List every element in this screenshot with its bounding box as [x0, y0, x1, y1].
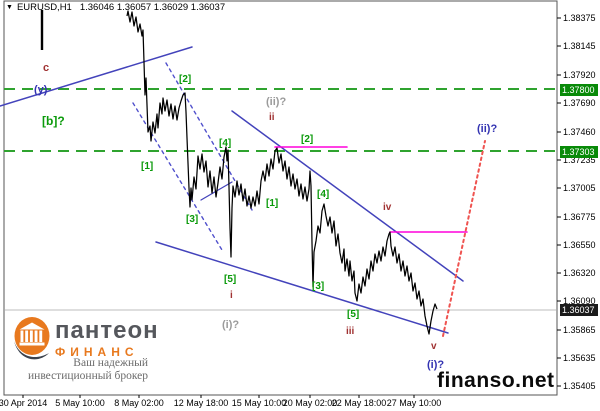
y-axis-label: 1.37235	[563, 155, 596, 165]
rising-trendline[interactable]	[0, 46, 193, 107]
wave-label-iv: iv	[383, 202, 392, 213]
wave-label-iii: iii	[346, 326, 355, 337]
wave-label-2: [2]	[179, 74, 192, 85]
y-axis-label: 1.36775	[563, 212, 596, 222]
level-price-badge: 1.37303	[560, 146, 598, 158]
wave-label-c: c	[43, 62, 50, 74]
site-watermark: finanso.net	[437, 369, 555, 392]
steep-dashed-channel-a[interactable]	[132, 102, 223, 251]
wave-label-i: (i)?	[427, 359, 445, 371]
y-axis-label: 1.36320	[563, 268, 596, 278]
broker-tagline: Ваш надежный инвестиционный брокер	[12, 357, 148, 383]
x-axis-label: 8 May 02:00	[114, 398, 164, 408]
x-axis-label: 5 May 10:00	[55, 398, 105, 408]
wave-label-1: [1]	[266, 198, 279, 209]
tagline-line-2: инвестиционный брокер	[28, 370, 148, 382]
x-axis-label: 27 May 10:00	[386, 398, 442, 408]
x-axis-label: 30 Apr 2014	[0, 398, 48, 408]
tagline-line-1: Ваш надежный	[73, 357, 148, 369]
current-price-badge: 1.36037	[560, 304, 598, 316]
wave-label-4: [4]	[219, 138, 232, 149]
y-axis-label: 1.37690	[563, 98, 596, 108]
wave-label-ii: (ii)?	[266, 96, 287, 108]
wave-label-3: [3]	[312, 281, 325, 292]
wave-label-5: [5]	[224, 274, 237, 285]
y-axis-label: 1.38375	[563, 13, 596, 23]
wave-label-b: [b]?	[42, 114, 65, 128]
x-axis-label: 22 May 18:00	[331, 398, 387, 408]
y-axis-label: 1.35405	[563, 381, 596, 391]
wave-label-4: [4]	[317, 189, 330, 200]
brand-subtitle: ФИНАНС	[55, 345, 139, 359]
y-axis-label: 1.36090	[563, 296, 596, 306]
y-axis-label: 1.35635	[563, 353, 596, 363]
price-series	[126, 10, 438, 335]
brand-name: пантеон	[55, 317, 159, 344]
plot-border	[3, 0, 558, 396]
wave-label-i: i	[230, 290, 233, 301]
wave-label-y: (y)	[34, 84, 48, 96]
ohlc-values: 1.36046 1.36057 1.36029 1.36037	[79, 2, 226, 13]
wave-label-1: [1]	[141, 161, 154, 172]
x-axis-label: 15 May 10:00	[231, 398, 287, 408]
y-axis-label: 1.36550	[563, 240, 596, 250]
panteon-logo-icon	[12, 316, 52, 367]
x-axis-label: 12 May 18:00	[173, 398, 229, 408]
red-projection-line[interactable]	[442, 140, 486, 337]
y-axis-label: 1.38145	[563, 41, 596, 51]
wave-label-i: (i)?	[222, 319, 240, 331]
broker-watermark: пантеон ФИНАНС	[12, 316, 158, 367]
wave-label-v: v	[431, 341, 437, 352]
symbol-period-label: EURUSD,H1	[16, 2, 72, 13]
steep-dashed-channel-b[interactable]	[165, 62, 253, 211]
upper-channel-line[interactable]	[231, 110, 464, 282]
wave-label-5: [5]	[347, 309, 360, 320]
y-axis-label: 1.37005	[563, 183, 596, 193]
wave-label-ii: ii	[269, 112, 275, 123]
chart-title: ▼ EURUSD,H1 1.36046 1.36057 1.36029 1.3603…	[6, 2, 225, 13]
wave-label-3: [3]	[186, 214, 199, 225]
symbol-dropdown-icon[interactable]: ▼	[6, 4, 13, 11]
x-axis-label: 20 May 02:00	[282, 398, 338, 408]
y-axis-label: 1.37920	[563, 70, 596, 80]
level-price-badge: 1.37800	[560, 84, 598, 96]
wave-label-ii: (ii)?	[477, 123, 498, 135]
y-axis-label: 1.35865	[563, 325, 596, 335]
lower-channel-line[interactable]	[155, 241, 449, 334]
wave-label-2: [2]	[301, 134, 314, 145]
y-axis-label: 1.37460	[563, 127, 596, 137]
